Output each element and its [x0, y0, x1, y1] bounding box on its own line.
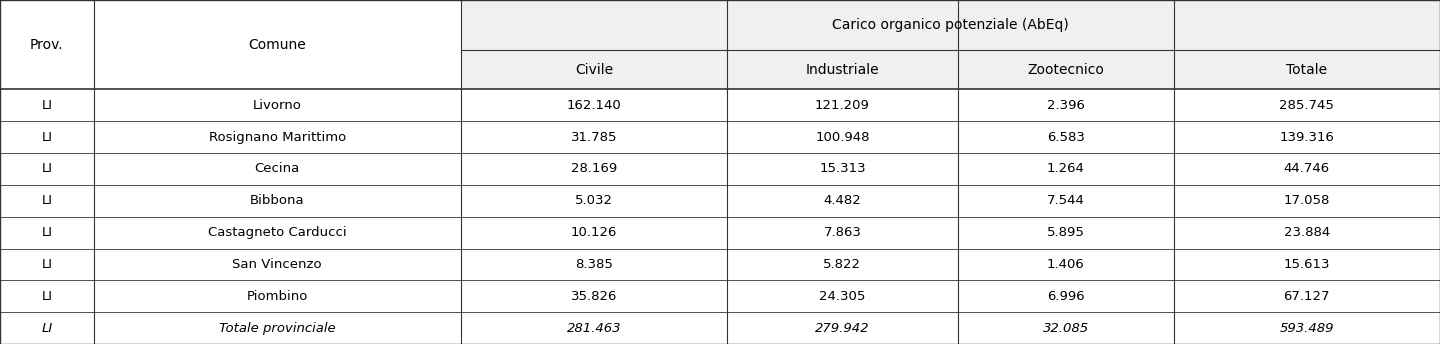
Text: 6.583: 6.583 — [1047, 131, 1084, 144]
Text: 23.884: 23.884 — [1283, 226, 1331, 239]
Text: 1.406: 1.406 — [1047, 258, 1084, 271]
Text: 4.482: 4.482 — [824, 194, 861, 207]
Text: 281.463: 281.463 — [567, 322, 621, 335]
Text: LI: LI — [42, 194, 52, 207]
Text: 35.826: 35.826 — [570, 290, 618, 303]
Text: Totale: Totale — [1286, 63, 1328, 77]
Bar — [0, 0, 461, 89]
Text: Comune: Comune — [248, 38, 307, 52]
Text: 44.746: 44.746 — [1283, 162, 1331, 175]
Text: LI: LI — [42, 162, 52, 175]
Text: 8.385: 8.385 — [575, 258, 613, 271]
Text: Bibbona: Bibbona — [251, 194, 304, 207]
Text: LI: LI — [42, 258, 52, 271]
Text: 24.305: 24.305 — [819, 290, 865, 303]
Text: 279.942: 279.942 — [815, 322, 870, 335]
Text: 17.058: 17.058 — [1283, 194, 1331, 207]
Text: 5.895: 5.895 — [1047, 226, 1084, 239]
Text: Carico organico potenziale (AbEq): Carico organico potenziale (AbEq) — [832, 18, 1068, 32]
Text: 162.140: 162.140 — [566, 99, 622, 112]
Text: Civile: Civile — [575, 63, 613, 77]
Text: Industriale: Industriale — [805, 63, 880, 77]
Text: 6.996: 6.996 — [1047, 290, 1084, 303]
Text: 593.489: 593.489 — [1280, 322, 1333, 335]
Text: Totale provinciale: Totale provinciale — [219, 322, 336, 335]
Text: 15.613: 15.613 — [1283, 258, 1331, 271]
Text: 31.785: 31.785 — [570, 131, 618, 144]
Text: 139.316: 139.316 — [1279, 131, 1335, 144]
Text: 15.313: 15.313 — [819, 162, 865, 175]
Text: Livorno: Livorno — [253, 99, 301, 112]
Text: LI: LI — [42, 99, 52, 112]
Text: LI: LI — [42, 322, 52, 335]
Text: Castagneto Carducci: Castagneto Carducci — [207, 226, 347, 239]
Text: 2.396: 2.396 — [1047, 99, 1084, 112]
Text: 7.544: 7.544 — [1047, 194, 1084, 207]
Text: Prov.: Prov. — [30, 38, 63, 52]
Text: 32.085: 32.085 — [1043, 322, 1089, 335]
Text: 285.745: 285.745 — [1279, 99, 1335, 112]
Text: Cecina: Cecina — [255, 162, 300, 175]
Text: 100.948: 100.948 — [815, 131, 870, 144]
Text: Piombino: Piombino — [246, 290, 308, 303]
Text: Rosignano Marittimo: Rosignano Marittimo — [209, 131, 346, 144]
Text: 28.169: 28.169 — [570, 162, 618, 175]
Bar — [461, 0, 1440, 89]
Text: 5.822: 5.822 — [824, 258, 861, 271]
Text: LI: LI — [42, 226, 52, 239]
Text: 10.126: 10.126 — [570, 226, 618, 239]
Text: San Vincenzo: San Vincenzo — [232, 258, 323, 271]
Text: 5.032: 5.032 — [575, 194, 613, 207]
Text: 1.264: 1.264 — [1047, 162, 1084, 175]
Text: Zootecnico: Zootecnico — [1027, 63, 1104, 77]
Text: 67.127: 67.127 — [1283, 290, 1331, 303]
Text: LI: LI — [42, 131, 52, 144]
Text: 7.863: 7.863 — [824, 226, 861, 239]
Text: LI: LI — [42, 290, 52, 303]
Text: 121.209: 121.209 — [815, 99, 870, 112]
